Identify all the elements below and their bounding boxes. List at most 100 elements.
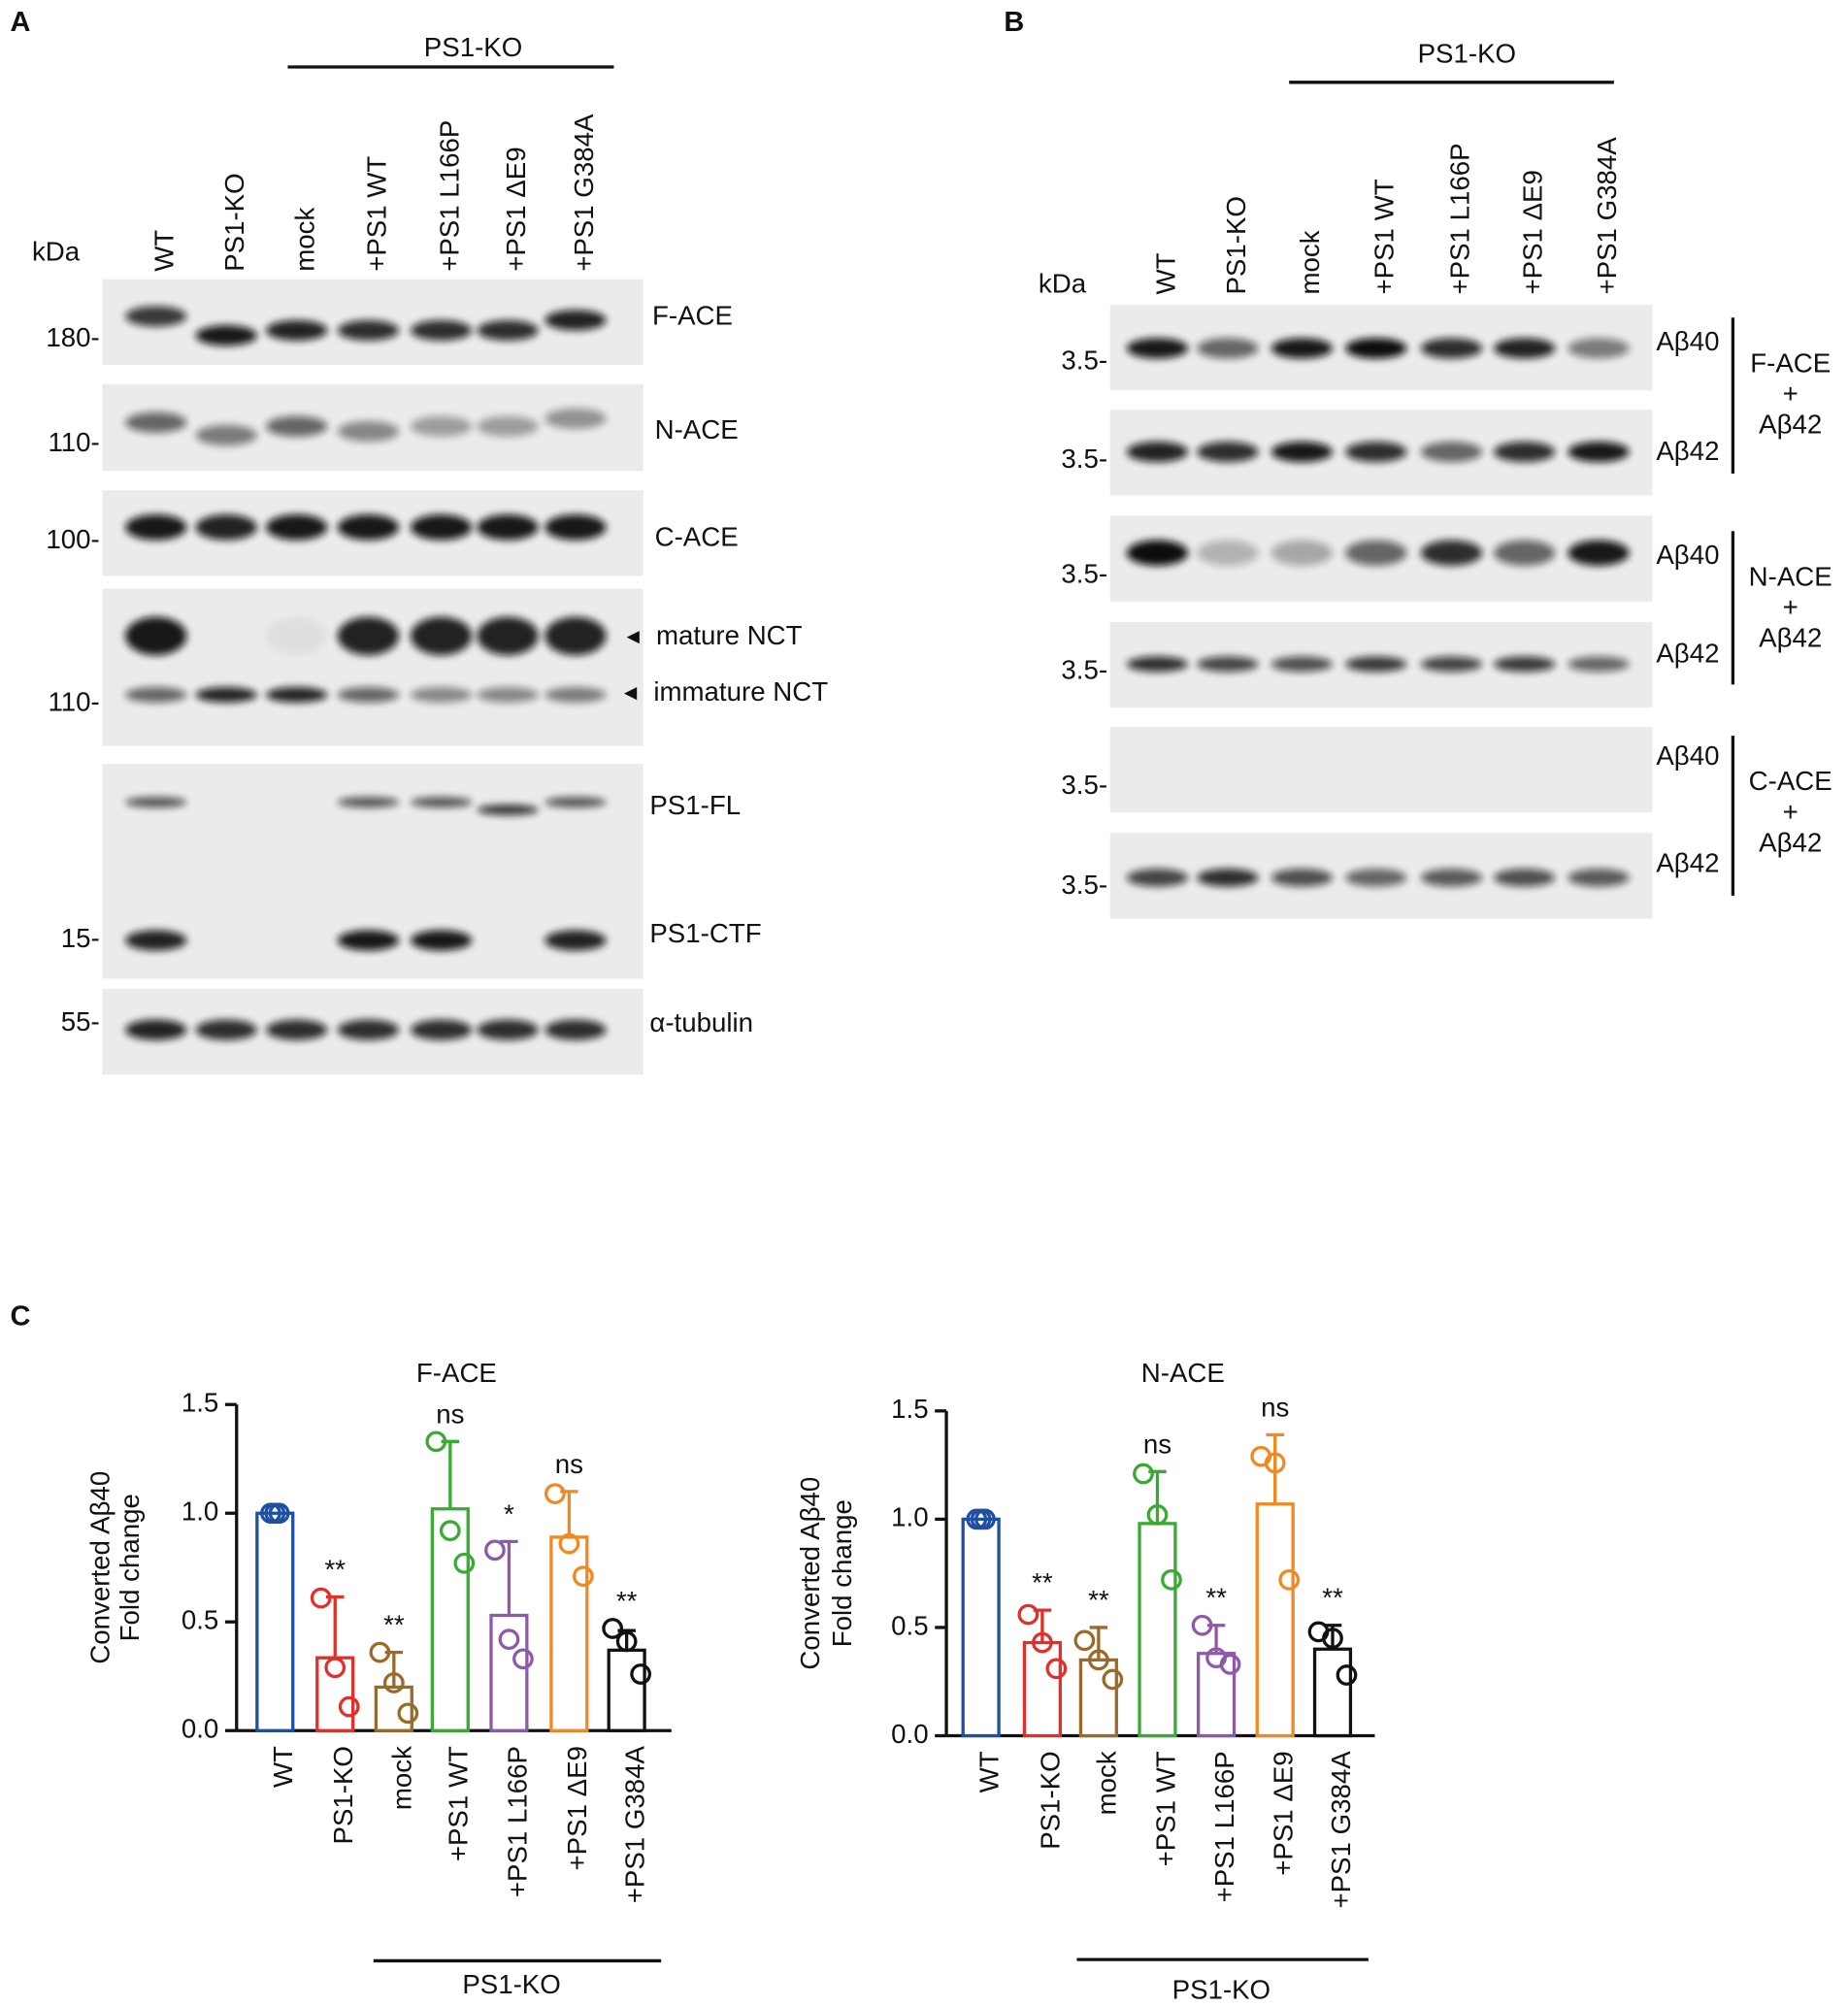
data-point [1017,1603,1040,1626]
bar [374,1685,413,1732]
band [1345,869,1407,887]
band [544,930,607,951]
kda-marker: 15- [61,923,100,953]
band [125,411,187,433]
lane-label: WT [1150,252,1180,294]
data-point [268,1502,290,1525]
group-label: + [1783,592,1798,622]
arrowhead [626,631,640,644]
peptide-label: Aβ40 [1656,326,1719,356]
lane-label: mock [290,208,320,272]
band [1270,656,1333,673]
chart-title: N-ACE [1141,1358,1225,1388]
band [1126,869,1189,887]
band [1568,540,1630,566]
kda-marker: 55- [61,1006,100,1036]
band [337,797,400,807]
group-label: Aβ42 [1759,623,1822,653]
kda-marker: 3.5- [1061,444,1107,474]
band [1270,540,1333,566]
band [544,797,607,807]
panel-label: B [1004,7,1024,38]
band [410,514,473,541]
band-label: F-ACE [652,301,733,331]
x-tick-label: mock [1092,1751,1122,1815]
data-point [382,1672,405,1694]
kda-label: kDa [32,237,81,267]
band [477,805,539,815]
kda-marker: 3.5- [1061,559,1107,589]
band [1197,338,1259,359]
chart-title: F-ACE [416,1358,497,1388]
band [125,616,187,656]
band [410,930,473,951]
bar [1022,1640,1062,1738]
kda-marker: 110- [48,686,99,716]
bar [1196,1652,1237,1738]
data-point [498,1628,520,1651]
panel-label: C [11,1300,31,1332]
y-tick-label: 1.0 [182,1496,218,1527]
panel-label: A [11,7,31,38]
data-point [1264,1452,1286,1474]
lane-label: +PS1 G384A [1592,137,1622,295]
band [125,1019,187,1040]
bar [430,1507,470,1732]
band [1420,656,1483,673]
band [266,1019,328,1040]
band [410,319,473,341]
y-axis-label: Fold change [827,1499,857,1647]
band [1568,869,1630,887]
group-label: F-ACE [1750,347,1831,378]
peptide-label: Aβ42 [1656,848,1719,878]
peptide-label: Aβ40 [1656,740,1719,771]
band [266,687,328,703]
data-point [512,1648,534,1670]
y-tick-label: 0.0 [891,1719,928,1749]
band [1420,338,1483,359]
data-point [974,1508,996,1530]
band [544,514,607,541]
band [477,415,539,437]
significance-label: ** [1088,1585,1109,1615]
band [1568,442,1630,463]
y-tick-label: 1.5 [891,1394,928,1424]
data-point [425,1431,447,1453]
data-point [1191,1614,1213,1636]
group-label: + [1783,797,1798,827]
lane-label: +PS1 WT [1370,179,1400,294]
data-point [1073,1629,1096,1652]
band [266,319,328,341]
y-tick-label: 0.5 [182,1605,218,1635]
data-point [602,1618,624,1639]
kda-marker: 180- [46,322,99,352]
band [337,420,400,443]
group-label: N-ACE [1749,561,1832,591]
error-bar [441,1439,460,1509]
band-label: C-ACE [655,522,739,552]
band [544,687,607,703]
data-point [544,1483,566,1504]
band [410,1019,473,1040]
bar [607,1648,646,1732]
data-point [1322,1628,1343,1649]
band [337,319,400,341]
band [125,687,187,703]
data-point [572,1565,594,1588]
band [544,310,607,331]
x-tick-label: +PS1 WT [444,1746,474,1861]
significance-label: ns [436,1398,464,1429]
y-axis-label: Fold change [115,1494,145,1641]
band-label: immature NCT [653,676,828,707]
x-tick-label: +PS1 G384A [1326,1751,1356,1909]
data-point [1133,1463,1154,1485]
band [1197,540,1259,566]
bar [1255,1502,1295,1738]
data-point [630,1663,652,1685]
arrowhead [624,687,638,701]
data-point [397,1702,419,1725]
x-tick-label: WT [974,1751,1004,1792]
band [1494,869,1556,887]
band [337,1019,400,1040]
